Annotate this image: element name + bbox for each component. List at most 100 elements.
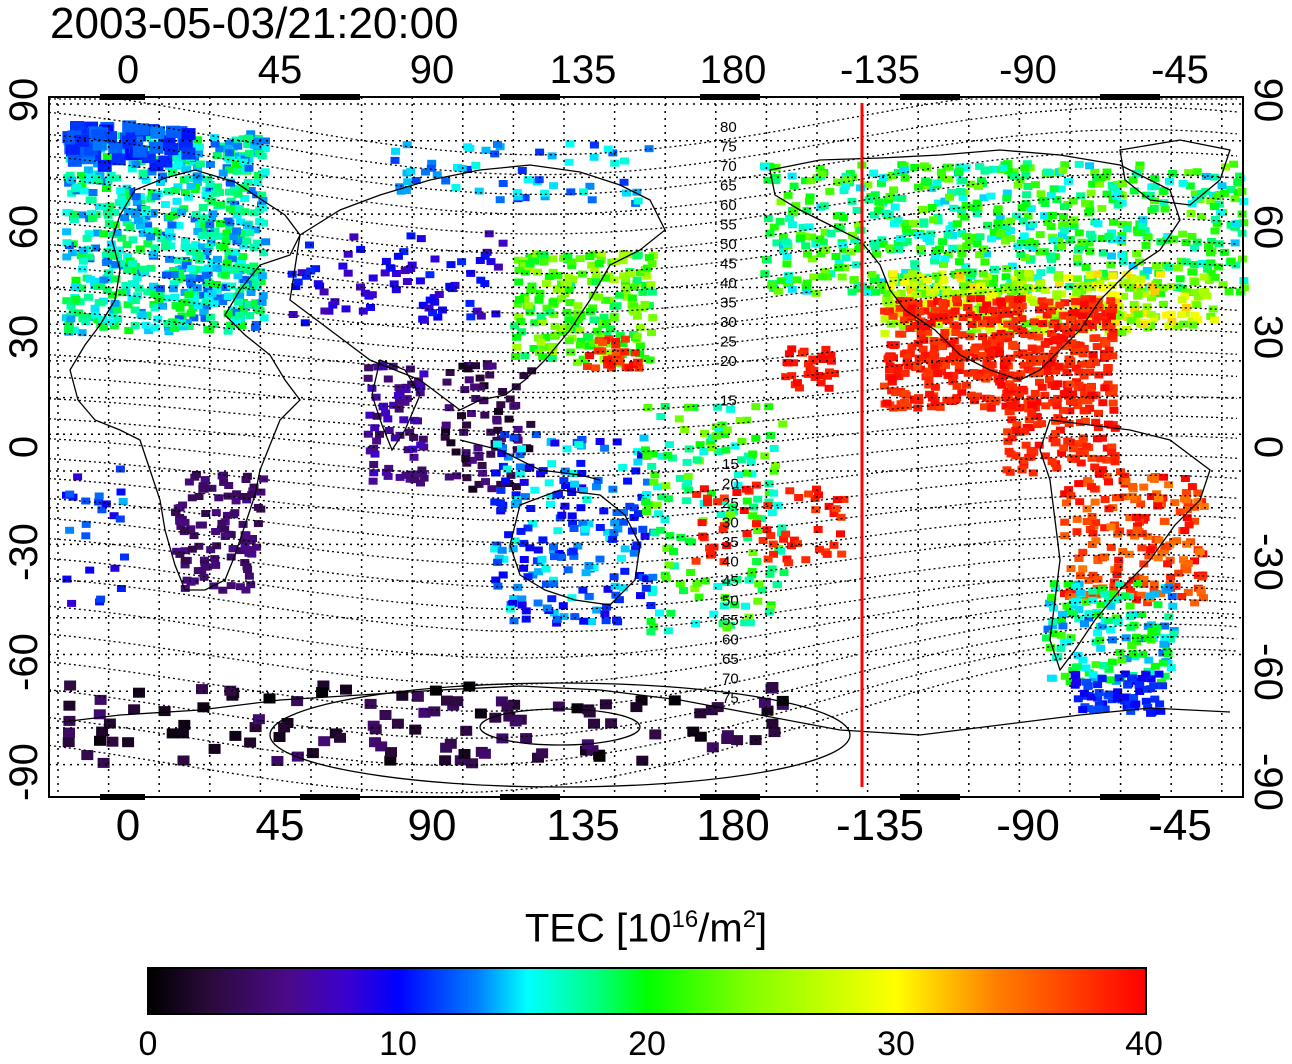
tec-point (177, 265, 187, 273)
tec-point (1022, 160, 1032, 168)
tec-point (580, 745, 592, 756)
tec-point (369, 469, 379, 477)
tec-point (246, 187, 256, 194)
tec-point (1157, 549, 1167, 557)
tec-point (226, 582, 236, 590)
tec-point (647, 288, 657, 296)
tec-point (260, 168, 270, 176)
tec-point (110, 209, 120, 216)
tec-point (527, 282, 537, 290)
tec-point (1063, 580, 1073, 588)
tec-point (1092, 174, 1102, 182)
tec-point (123, 301, 133, 309)
tec-point (90, 304, 100, 312)
tec-point (225, 205, 235, 213)
tec-point (178, 138, 193, 151)
tec-point (135, 123, 150, 136)
tec-point (1176, 257, 1186, 265)
tec-point (1058, 167, 1068, 175)
tec-point (202, 284, 212, 292)
tec-point (1143, 703, 1153, 711)
tec-point (426, 164, 436, 172)
tec-point (1046, 266, 1056, 274)
tec-point (564, 158, 574, 166)
tec-point (709, 610, 719, 618)
tec-point (1206, 259, 1216, 267)
tec-point (959, 282, 969, 290)
tec-point (1065, 316, 1075, 323)
tec-point (960, 350, 969, 358)
tec-point (949, 371, 959, 379)
tec-point (1048, 621, 1058, 629)
tec-point (1069, 221, 1079, 228)
tec-point (1090, 168, 1100, 176)
tec-point (1020, 331, 1030, 338)
tec-point (527, 367, 537, 375)
tec-point (1011, 452, 1021, 460)
tec-point (120, 214, 130, 222)
tec-point (1048, 236, 1058, 244)
tec-point (990, 398, 1000, 406)
tec-point (562, 280, 572, 288)
tec-point (96, 299, 106, 307)
tec-point (951, 329, 961, 336)
tec-point (1143, 599, 1153, 607)
tec-point (524, 445, 534, 453)
tec-point (915, 308, 925, 316)
tec-point (883, 355, 893, 363)
tec-point (1135, 518, 1144, 526)
tec-point (565, 140, 575, 148)
tec-point (995, 214, 1005, 222)
tec-point (926, 319, 936, 327)
tec-point (1125, 602, 1135, 610)
tec-point (513, 193, 523, 201)
tec-point (180, 584, 190, 592)
tec-point (1026, 205, 1036, 213)
tec-point (311, 265, 321, 273)
tec-point (371, 393, 381, 401)
tec-point (1099, 662, 1109, 669)
tec-point (564, 337, 574, 345)
tec-point (1046, 359, 1056, 367)
tec-point (982, 358, 992, 366)
tec-point (1117, 180, 1127, 188)
tec-point (1153, 502, 1163, 510)
tec-point (622, 189, 631, 197)
tec-point (824, 502, 834, 510)
tec-point (1046, 643, 1056, 651)
tec-point (533, 599, 543, 607)
tec-point (391, 286, 401, 294)
tec-point (586, 745, 599, 756)
tec-point (772, 580, 782, 588)
tec-point (146, 233, 156, 241)
tec-point (493, 263, 503, 271)
tec-point (930, 306, 940, 314)
tec-point (748, 450, 758, 458)
tec-point (1097, 434, 1107, 442)
tec-point (548, 576, 558, 584)
tec-point (548, 298, 558, 306)
tec-point (642, 575, 652, 583)
tec-point (1104, 346, 1114, 354)
tec-point (516, 527, 526, 535)
tec-point (150, 324, 160, 332)
tec-point (271, 756, 284, 766)
tec-point (206, 546, 216, 554)
tec-point (694, 708, 707, 719)
tec-point (1093, 681, 1103, 689)
tec-point (978, 333, 987, 341)
tec-point (932, 179, 942, 187)
tec-point (560, 502, 570, 510)
tec-point (1182, 540, 1192, 548)
tec-point (199, 309, 209, 316)
tec-point (753, 527, 763, 535)
tec-point (150, 304, 160, 312)
tec-point (722, 624, 732, 632)
tec-point (1048, 399, 1058, 407)
tec-point (1026, 446, 1036, 454)
tec-point (1137, 530, 1147, 538)
tec-point (229, 233, 239, 241)
tec-point (1075, 449, 1085, 457)
tec-point (181, 128, 196, 141)
tec-point (551, 331, 561, 339)
